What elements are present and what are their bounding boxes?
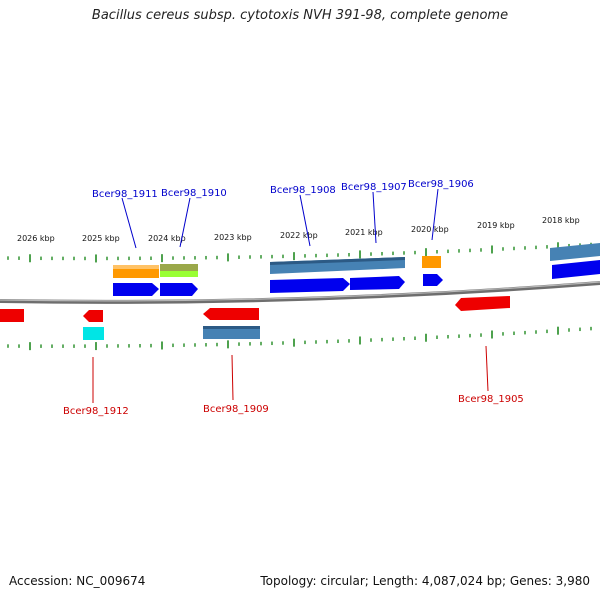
feature-bar-cyan-1912[interactable]	[83, 327, 104, 340]
feature-bar-orange-1906[interactable]	[422, 256, 441, 268]
feature-bar-shade	[203, 326, 260, 329]
kbp-labels: 2026 kbp 2025 kbp 2024 kbp 2023 kbp 2022 kbp…	[17, 216, 580, 243]
kbp-label: 2023 kbp	[214, 233, 252, 242]
leader-line-1906	[431, 188, 439, 241]
accession-text: Accession: NC_009674	[9, 574, 146, 588]
gene-label-1910[interactable]: Bcer98_1910	[161, 188, 227, 199]
cds-arrow-forward-edge[interactable]	[552, 260, 600, 279]
leader-line-1908	[299, 194, 311, 247]
cds-arrow-reverse-1905[interactable]	[455, 296, 510, 311]
gene-label-1911[interactable]: Bcer98_1911	[92, 189, 158, 200]
map-title: Bacillus cereus subsp. cytotoxis NVH 391…	[91, 8, 509, 23]
feature-bar-green-1910[interactable]	[160, 271, 198, 277]
feature-bar-shade	[113, 265, 159, 269]
feature-bar-steelblue-1909[interactable]	[203, 326, 260, 339]
kbp-label: 2018 kbp	[542, 216, 580, 225]
kbp-label: 2024 kbp	[148, 234, 186, 243]
gene-label-1912[interactable]: Bcer98_1912	[63, 406, 129, 417]
genome-backbone	[0, 281, 600, 304]
gene-label-1906[interactable]: Bcer98_1906	[408, 179, 474, 190]
cds-arrow-reverse-1912[interactable]	[83, 310, 103, 322]
feature-bar-steelblue-shade	[270, 257, 405, 265]
topology-summary: Topology: circular; Length: 4,087,024 bp…	[260, 574, 590, 588]
cds-arrow-reverse-edge[interactable]	[0, 309, 24, 322]
gene-label-1909[interactable]: Bcer98_1909	[203, 404, 269, 415]
leader-line-1909	[231, 354, 234, 401]
cds-arrow-forward-1911[interactable]	[113, 283, 159, 296]
kbp-label: 2025 kbp	[82, 234, 120, 243]
cds-arrow-forward-1906[interactable]	[423, 274, 443, 286]
leader-line-1910	[179, 197, 191, 248]
leader-line-1905	[485, 345, 489, 392]
kbp-label: 2020 kbp	[411, 225, 449, 234]
leader-line-1911	[121, 197, 137, 249]
kbp-label: 2026 kbp	[17, 234, 55, 243]
gene-label-1905[interactable]: Bcer98_1905	[458, 394, 524, 405]
cds-arrow-forward-1907[interactable]	[350, 276, 405, 290]
cds-arrow-reverse-1909[interactable]	[203, 308, 259, 320]
kbp-label: 2019 kbp	[477, 221, 515, 230]
kbp-label: 2022 kbp	[280, 231, 318, 240]
kbp-label: 2021 kbp	[345, 228, 383, 237]
leader-line-1907	[372, 191, 377, 244]
genome-backbone-highlight	[0, 281, 600, 302]
cds-arrow-forward-1908[interactable]	[270, 278, 350, 293]
gene-label-1907[interactable]: Bcer98_1907	[341, 182, 407, 193]
cds-arrow-forward-1910[interactable]	[160, 283, 198, 296]
tick-marks	[7, 242, 592, 351]
feature-bar-olive-1910[interactable]	[160, 264, 198, 271]
gene-label-1908[interactable]: Bcer98_1908	[270, 185, 336, 196]
feature-bar-steelblue-1905[interactable]	[550, 243, 600, 261]
